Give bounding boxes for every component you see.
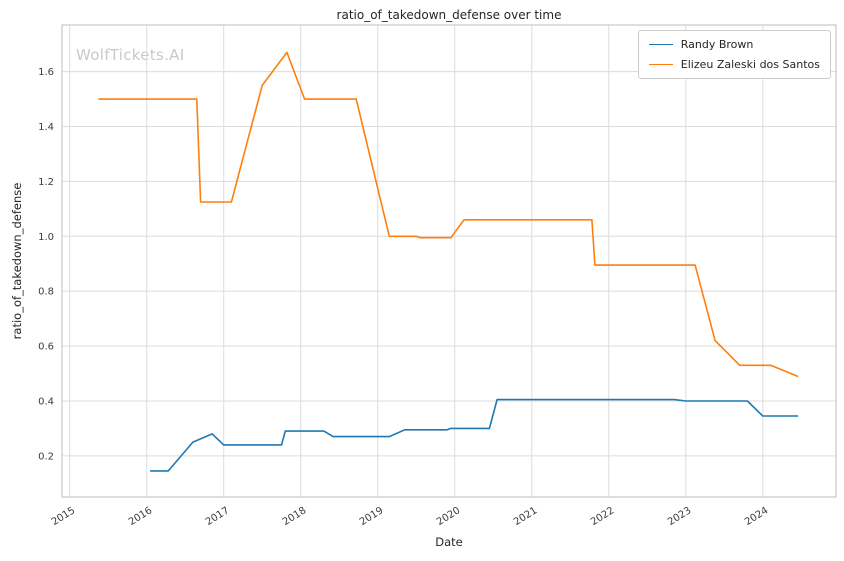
x-tick-label: 2018	[281, 505, 308, 528]
x-tick-label: 2016	[127, 505, 154, 528]
x-tick-label: 2024	[743, 505, 770, 528]
series-line-1	[98, 51, 799, 378]
y-tick-label: 1.4	[38, 122, 54, 133]
series-line-0	[149, 398, 799, 472]
legend-line-swatch	[648, 44, 673, 45]
y-tick-label: 0.2	[38, 451, 54, 462]
x-tick-label: 2022	[589, 505, 616, 528]
chart-title: ratio_of_takedown_defense over time	[336, 8, 562, 22]
x-tick-label: 2015	[50, 505, 77, 528]
x-tick-label: 2023	[666, 505, 693, 528]
legend-item-1: Elizeu Zaleski dos Santos	[648, 58, 820, 71]
legend: Randy Brown Elizeu Zaleski dos Santos	[637, 30, 831, 79]
y-tick-label: 1.6	[38, 67, 54, 78]
legend-label: Elizeu Zaleski dos Santos	[680, 58, 820, 71]
y-tick-label: 1.0	[38, 232, 54, 243]
legend-item-0: Randy Brown	[648, 38, 820, 51]
y-tick-label: 0.4	[38, 396, 54, 407]
watermark: WolfTickets.AI	[76, 46, 185, 64]
x-tick-label: 2021	[512, 505, 539, 528]
x-axis-label: Date	[435, 535, 463, 549]
x-tick-label: 2017	[204, 505, 231, 528]
legend-line-swatch	[648, 64, 673, 65]
y-tick-label: 1.2	[38, 177, 54, 188]
x-tick-label: 2019	[358, 505, 385, 528]
legend-label: Randy Brown	[680, 38, 754, 51]
y-tick-label: 0.6	[38, 342, 54, 353]
y-tick-label: 0.8	[38, 287, 54, 298]
x-tick-label: 2020	[435, 505, 462, 528]
plot-border	[61, 24, 837, 498]
